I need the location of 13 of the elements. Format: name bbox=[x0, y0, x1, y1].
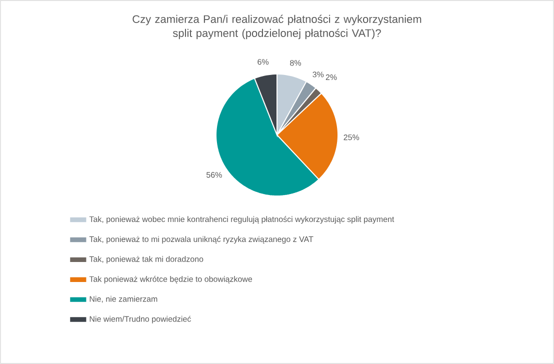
legend-label: Tak ponieważ wkrótce będzie to obowiązkowe bbox=[89, 276, 252, 284]
data-label: 25% bbox=[344, 134, 360, 140]
legend-label: Tak, ponieważ to mi pozwala uniknąć ryzyka związanego z VAT bbox=[89, 236, 314, 244]
legend-label: Nie wiem/Trudno powiedzieć bbox=[90, 316, 191, 324]
legend-label: Nie, nie zamierzam bbox=[90, 296, 158, 303]
legend-label: Tak, ponieważ wobec mnie kontrahenci regulują płatności wykorzystując split payment bbox=[89, 216, 394, 224]
data-label: 8% bbox=[290, 60, 301, 66]
legend-label: Tak, ponieważ tak mi doradzono bbox=[89, 256, 204, 264]
data-label: 6% bbox=[258, 59, 269, 65]
data-label: 2% bbox=[326, 74, 337, 80]
chart-title: Czy zamierza Pan/i realizować płatności z wykorzystaniem split payment (podzielonej płatności VAT)? bbox=[132, 14, 422, 40]
data-label: 3% bbox=[312, 72, 324, 78]
data-label: 56% bbox=[206, 172, 222, 178]
